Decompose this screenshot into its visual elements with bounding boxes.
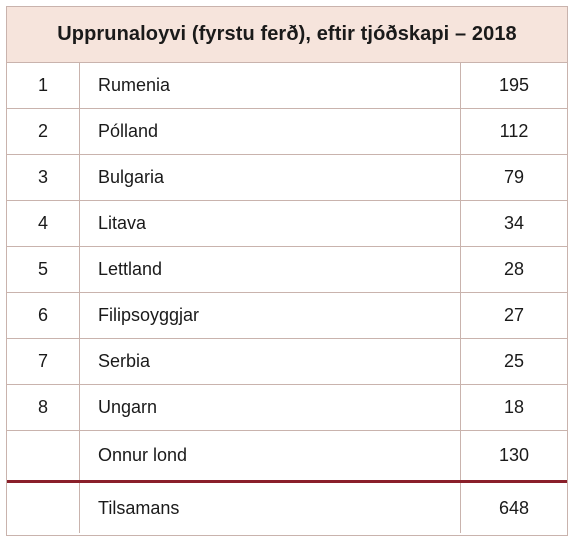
table-row: 7 Serbia 25 bbox=[7, 339, 567, 385]
rank-cell bbox=[7, 483, 80, 533]
value-cell: 34 bbox=[503, 213, 525, 233]
total-label: Tilsamans bbox=[80, 483, 461, 533]
value-cell: 130 bbox=[498, 445, 530, 465]
rank-cell: 6 bbox=[7, 293, 80, 338]
country-cell: Onnur lond bbox=[80, 431, 461, 480]
table-row: 3 Bulgaria 79 bbox=[7, 155, 567, 201]
country-cell: Ungarn bbox=[80, 385, 461, 430]
rank-cell: 1 bbox=[7, 63, 80, 108]
rank-cell: 3 bbox=[7, 155, 80, 200]
country-cell: Rumenia bbox=[80, 63, 461, 108]
rank-cell: 8 bbox=[7, 385, 80, 430]
value-cell: 28 bbox=[503, 259, 525, 279]
table-body: 1 Rumenia 195 2 Pólland 112 3 Bulgaria 79 4 Litava… bbox=[7, 63, 567, 431]
country-cell: Pólland bbox=[80, 109, 461, 154]
total-value: 648 bbox=[498, 497, 530, 518]
table-row: 1 Rumenia 195 bbox=[7, 63, 567, 109]
country-cell: Lettland bbox=[80, 247, 461, 292]
value-cell: 25 bbox=[503, 351, 525, 371]
country-cell: Litava bbox=[80, 201, 461, 246]
rank-cell bbox=[7, 431, 80, 480]
table-row: 4 Litava 34 bbox=[7, 201, 567, 247]
table-row: 6 Filipsoyggjar 27 bbox=[7, 293, 567, 339]
country-cell: Bulgaria bbox=[80, 155, 461, 200]
country-cell: Filipsoyggjar bbox=[80, 293, 461, 338]
value-cell: 79 bbox=[503, 167, 525, 187]
value-cell: 195 bbox=[498, 75, 530, 95]
table-row: 8 Ungarn 18 bbox=[7, 385, 567, 431]
permits-table: Upprunaloyvi (fyrstu ferð), eftir tjóðsk… bbox=[6, 6, 568, 536]
rank-cell: 5 bbox=[7, 247, 80, 292]
table-row: 5 Lettland 28 bbox=[7, 247, 567, 293]
table-row-other: Onnur lond 130 bbox=[7, 431, 567, 483]
table-row-total: Tilsamans 648 bbox=[7, 483, 567, 533]
rank-cell: 4 bbox=[7, 201, 80, 246]
value-cell: 18 bbox=[503, 397, 525, 417]
value-cell: 27 bbox=[503, 305, 525, 325]
table-row: 2 Pólland 112 bbox=[7, 109, 567, 155]
rank-cell: 2 bbox=[7, 109, 80, 154]
table-header: Upprunaloyvi (fyrstu ferð), eftir tjóðsk… bbox=[7, 7, 567, 63]
table-title: Upprunaloyvi (fyrstu ferð), eftir tjóðsk… bbox=[57, 23, 517, 45]
value-cell: 112 bbox=[499, 121, 529, 141]
rank-cell: 7 bbox=[7, 339, 80, 384]
country-cell: Serbia bbox=[80, 339, 461, 384]
